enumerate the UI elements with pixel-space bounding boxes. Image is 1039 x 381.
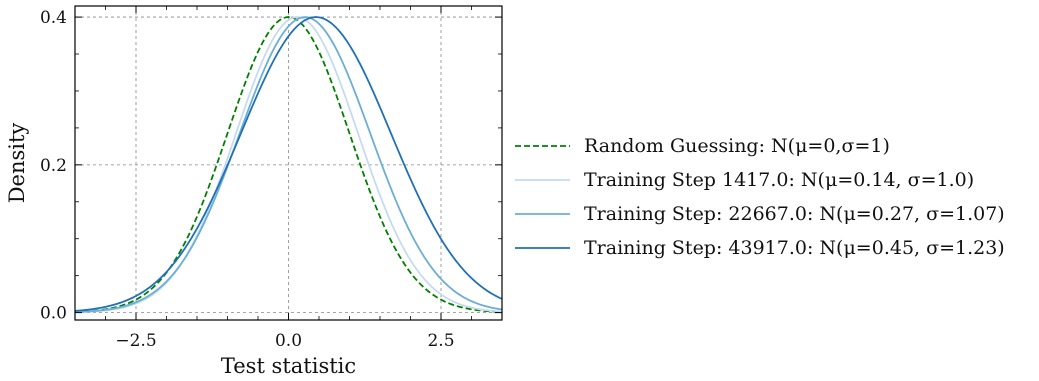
legend-label: Training Step: 22667.0: N(μ=0.27, σ=1.07… (584, 203, 1005, 225)
axis-ticks: −2.5 0.0 2.5 0.0 0.2 0.4 (40, 6, 503, 351)
series-line-1 (74, 16, 503, 314)
plot-lines (74, 16, 503, 314)
y-tick-label: 0.4 (40, 8, 67, 28)
legend-label: Random Guessing: N(μ=0,σ=1) (584, 135, 890, 157)
x-tick-label: 0.0 (275, 331, 302, 351)
legend-label: Training Step 1417.0: N(μ=0.14, σ=1.0) (584, 169, 974, 191)
grid (75, 6, 502, 320)
x-tick-label: 2.5 (427, 331, 454, 351)
series-line-2 (74, 16, 503, 313)
x-axis-label: Test statistic (221, 354, 356, 378)
legend: Random Guessing: N(μ=0,σ=1) Training Step… (515, 135, 1005, 259)
legend-label: Training Step: 43917.0: N(μ=0.45, σ=1.23… (584, 237, 1005, 259)
series-line-3 (74, 16, 503, 312)
y-tick-label: 0.0 (40, 304, 67, 324)
series-line-0 (74, 16, 503, 313)
y-tick-label: 0.2 (40, 156, 67, 176)
x-tick-label: −2.5 (115, 331, 156, 351)
y-axis-label: Density (5, 123, 29, 204)
